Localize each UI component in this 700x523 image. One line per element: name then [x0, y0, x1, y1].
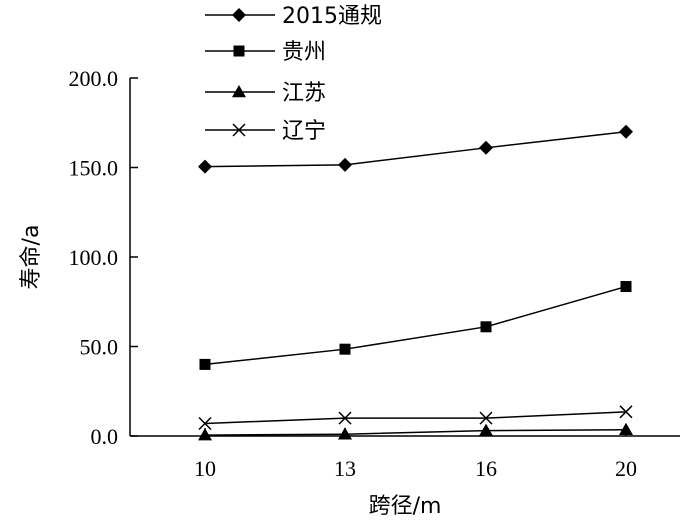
series-line — [204, 428, 627, 436]
data-point-triangle — [338, 427, 352, 440]
series-x — [198, 405, 633, 431]
data-point-triangle — [479, 423, 493, 436]
data-point-x — [338, 411, 352, 425]
data-point-triangle — [198, 428, 212, 441]
y-axis-title: 寿命/a — [19, 225, 44, 290]
series-square — [199, 281, 632, 370]
legend-item: 辽宁 — [205, 119, 326, 144]
y-tick-label: 50.0 — [80, 335, 119, 360]
legend-marker-x — [232, 123, 246, 137]
x-tick-label: 20 — [615, 456, 637, 481]
data-point-x — [479, 411, 493, 425]
y-tick-label: 200.0 — [69, 66, 119, 91]
data-point-diamond — [198, 159, 212, 174]
legend-label: 2015通规 — [282, 4, 382, 29]
series-line — [204, 411, 627, 425]
series-diamond — [198, 124, 633, 174]
data-point-diamond — [479, 140, 493, 155]
data-point-diamond — [619, 124, 633, 139]
y-tick-label: 150.0 — [69, 156, 119, 181]
legend-item: 贵州 — [205, 40, 326, 65]
legend-marker-triangle — [232, 85, 246, 98]
data-point-square — [480, 321, 492, 333]
data-point-square — [339, 343, 351, 355]
legend-marker-square — [233, 45, 245, 57]
legend-item: 2015通规 — [205, 4, 382, 29]
series-line — [204, 285, 627, 366]
data-point-triangle — [619, 422, 633, 435]
x-tick-label: 10 — [194, 456, 216, 481]
x-tick-label: 16 — [475, 456, 497, 481]
series-layer — [198, 124, 633, 441]
series-line — [204, 130, 627, 168]
legend-label: 江苏 — [282, 81, 326, 106]
data-point-square — [199, 358, 211, 370]
legend-label: 辽宁 — [282, 119, 326, 144]
y-tick-label: 100.0 — [69, 245, 119, 270]
data-point-x — [198, 416, 212, 431]
data-point-diamond — [338, 157, 352, 172]
y-tick-label: 0.0 — [91, 424, 119, 449]
data-point-x — [619, 405, 633, 419]
x-axis-title: 跨径/m — [369, 494, 442, 519]
series-triangle — [198, 422, 633, 441]
data-point-square — [620, 281, 632, 293]
legend-label: 贵州 — [282, 40, 326, 65]
legend-marker-diamond — [232, 8, 246, 22]
y-ticks: 0.0 50.0 100.0 150.0 200.0 — [69, 66, 138, 449]
axes — [129, 78, 680, 437]
legend-item: 江苏 — [205, 81, 326, 106]
x-tick-label: 13 — [334, 456, 356, 481]
